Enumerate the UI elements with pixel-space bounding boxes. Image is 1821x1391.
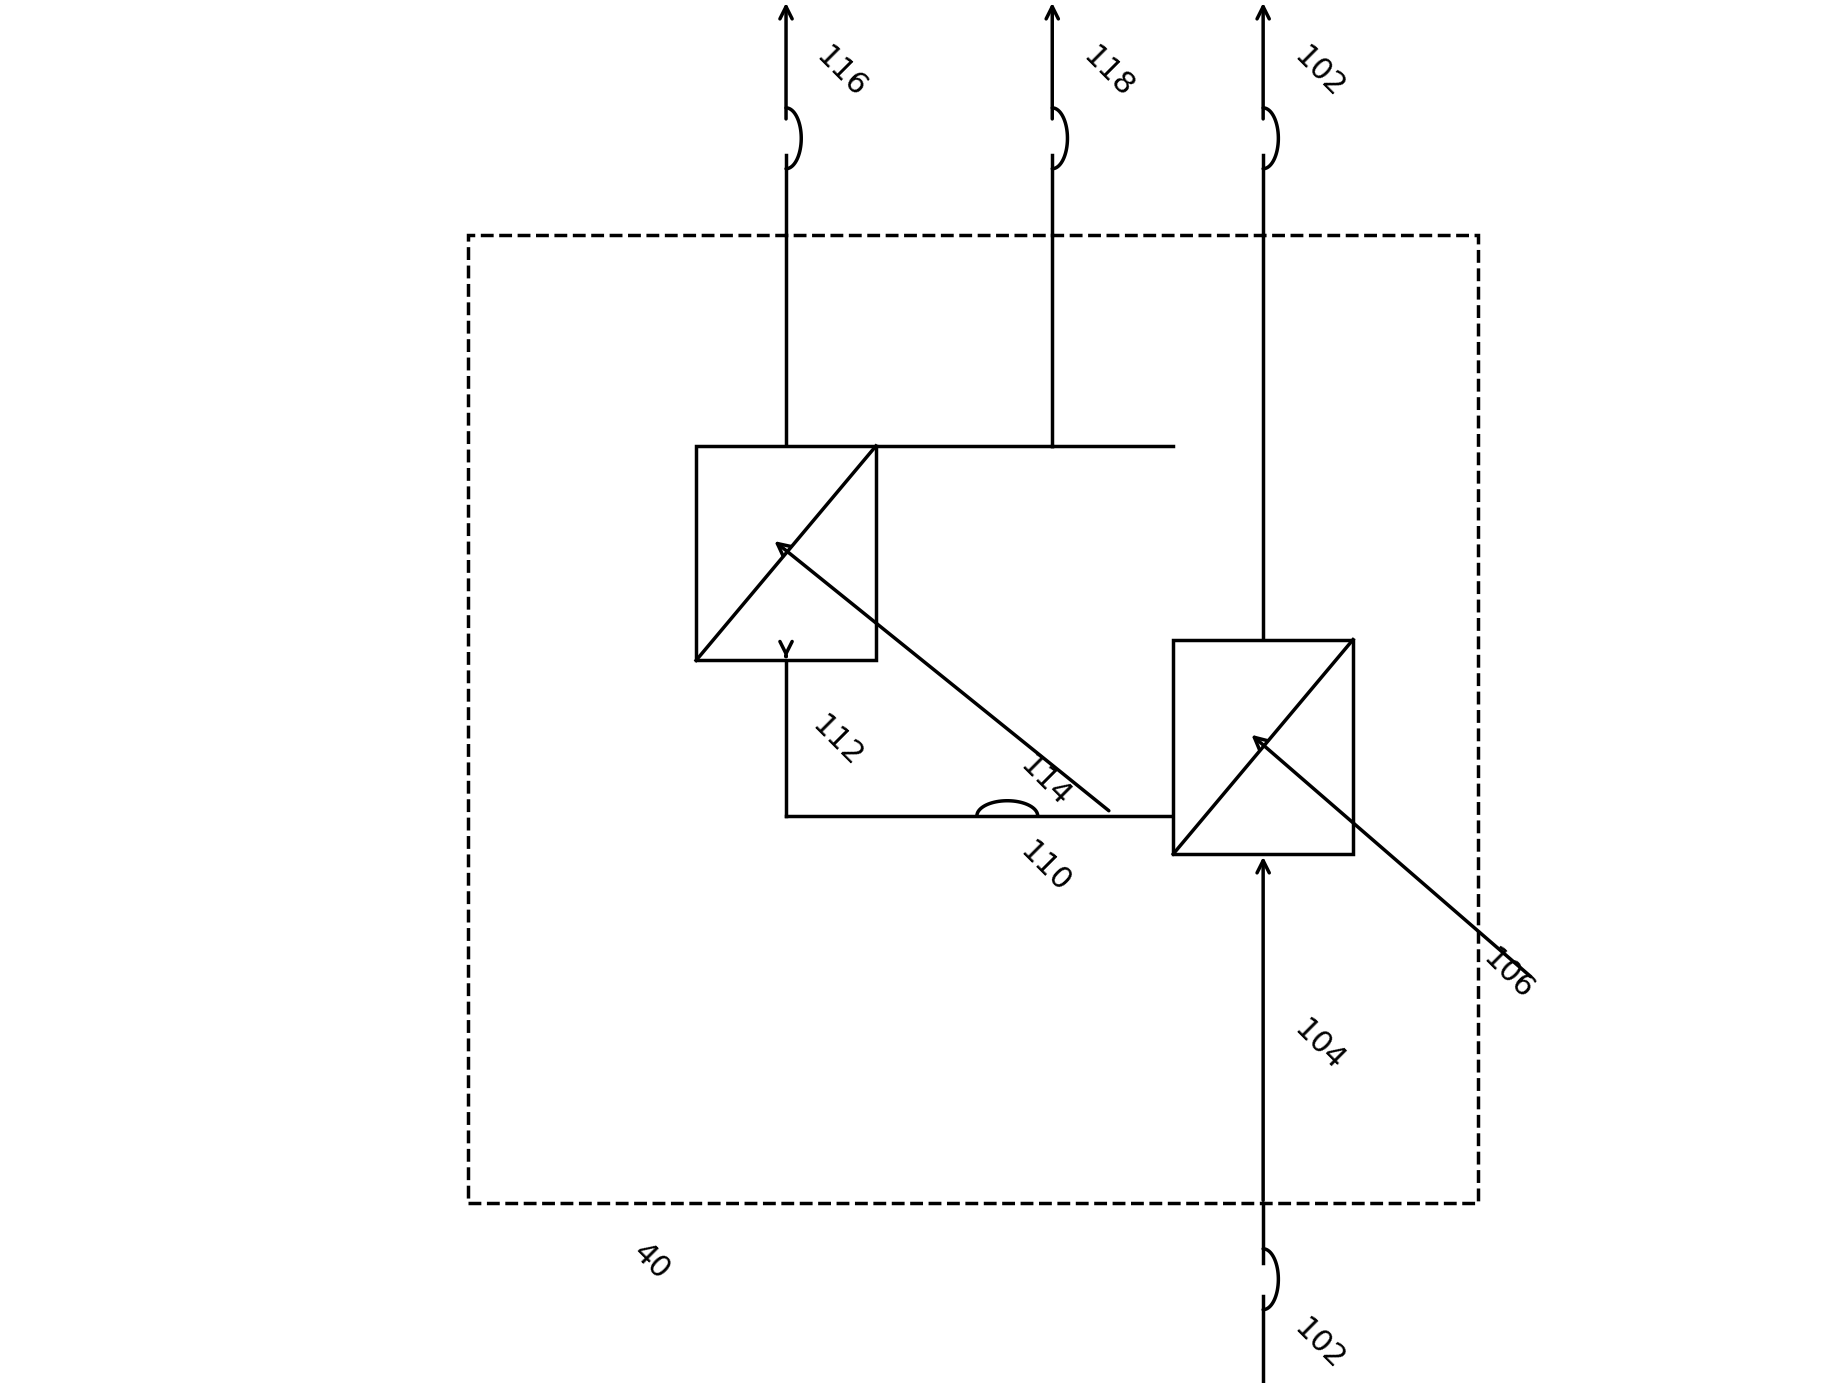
Bar: [468, 235, 1477, 1203]
Bar: [1173, 640, 1353, 854]
Bar: [696, 447, 876, 661]
Text: 102: 102: [1287, 42, 1349, 103]
Text: 118: 118: [1078, 42, 1138, 103]
Text: 116: 116: [810, 42, 872, 103]
Text: 106: 106: [1477, 944, 1539, 1006]
Text: 112: 112: [807, 711, 869, 772]
Text: 114: 114: [1014, 750, 1076, 812]
Text: 40: 40: [626, 1238, 676, 1285]
Text: 104: 104: [1287, 1015, 1349, 1077]
Text: 102: 102: [1287, 1313, 1349, 1376]
Text: 110: 110: [1014, 836, 1076, 899]
